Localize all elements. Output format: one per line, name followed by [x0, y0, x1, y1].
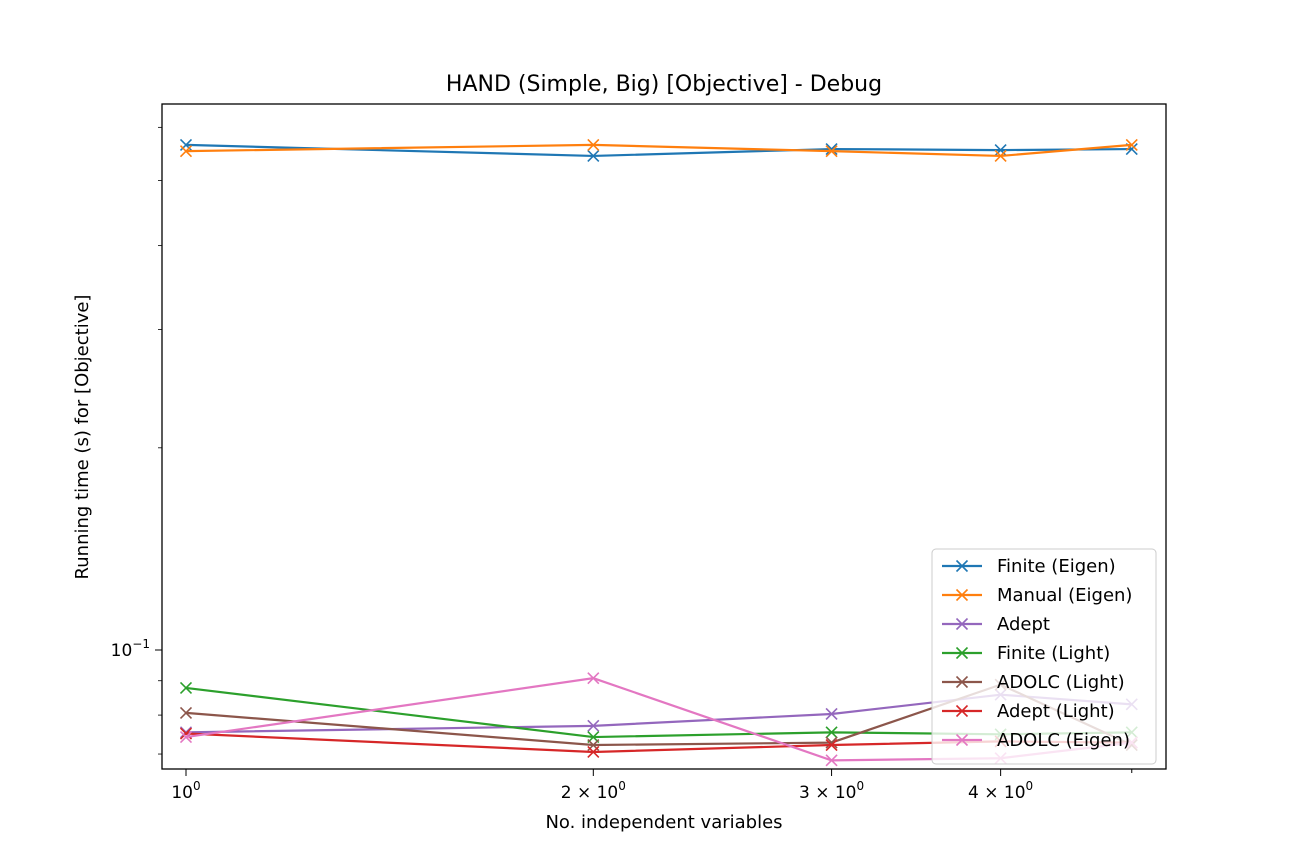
x-tick-label: 4 × 100 — [968, 779, 1033, 803]
legend-entry: Manual (Eigen) — [942, 585, 1132, 606]
data-point — [1125, 138, 1138, 151]
legend-marker — [955, 733, 969, 747]
data-point — [825, 707, 838, 721]
legend-entry: Finite (Light) — [942, 643, 1110, 664]
legend-label: Adept — [997, 614, 1050, 635]
data-point — [825, 736, 838, 749]
legend: Finite (Eigen) Manual (Eigen) Adept Finite … — [931, 548, 1157, 765]
x-tick-label: 2 × 100 — [561, 779, 626, 803]
data-point — [825, 726, 838, 739]
data-point — [179, 145, 193, 158]
legend-label: ADOLC (Light) — [997, 672, 1125, 693]
legend-label: Manual (Eigen) — [997, 585, 1132, 606]
legend-entry: Adept (Light) — [942, 701, 1115, 722]
legend-entry: ADOLC (Light) — [942, 672, 1125, 693]
x-axis-ticks: 100 2 × 100 3 × 100 4 × 100 — [171, 769, 1133, 803]
plot-frame — [161, 103, 1167, 770]
chart-title: HAND (Simple, Big) [Objective] - Debug — [446, 72, 882, 97]
legend-label: Adept (Light) — [997, 701, 1115, 722]
y-axis-label: Running time (s) for [Objective] — [72, 295, 93, 580]
data-point — [587, 719, 600, 732]
legend-label: Finite (Light) — [997, 643, 1110, 664]
legend-entry: ADOLC (Eigen) — [942, 730, 1130, 751]
legend-box — [931, 548, 1157, 765]
legend-marker — [955, 704, 969, 718]
legend-marker — [955, 646, 969, 660]
data-point — [825, 142, 838, 156]
data-point — [179, 681, 193, 695]
legend-entry: Finite (Eigen) — [942, 556, 1116, 577]
legend-label: Finite (Eigen) — [997, 556, 1116, 577]
data-point — [179, 706, 193, 719]
legend-marker — [955, 617, 969, 631]
x-axis-label: No. independent variables — [545, 812, 782, 833]
legend-label: ADOLC (Eigen) — [997, 730, 1130, 751]
data-point — [825, 738, 838, 752]
legend-marker — [955, 559, 969, 573]
data-point — [587, 149, 600, 162]
y-tick-label: 10−1 — [111, 637, 150, 661]
data-point — [587, 672, 600, 685]
data-point — [994, 149, 1007, 162]
x-tick-label: 100 — [171, 779, 200, 803]
legend-marker — [955, 588, 969, 602]
y-axis-ticks: 10−1 — [111, 126, 162, 755]
data-point — [587, 138, 600, 151]
data-point — [825, 145, 838, 158]
data-point — [825, 754, 838, 767]
data-point — [587, 745, 600, 759]
data-point — [179, 730, 193, 744]
data-point — [994, 144, 1007, 157]
legend-marker — [955, 675, 969, 689]
legend-entry: Adept — [942, 614, 1050, 635]
x-tick-label: 3 × 100 — [799, 779, 864, 803]
